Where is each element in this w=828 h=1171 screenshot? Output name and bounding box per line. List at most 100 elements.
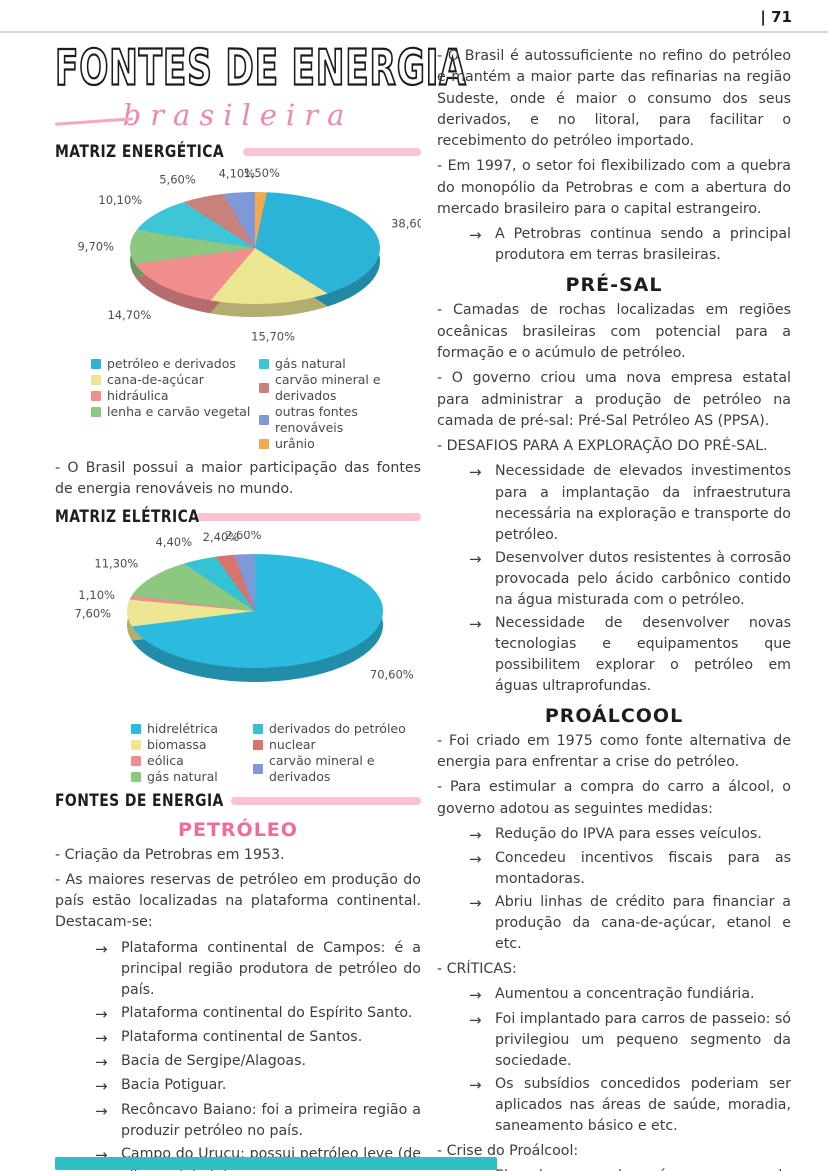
legend-label: eólica: [147, 752, 184, 768]
list-item-text: Plataforma continental de Santos.: [121, 1029, 363, 1046]
legend-label: outras fontes renováveis: [275, 404, 358, 435]
list-item: → Abriu linhas de crédito para financiar …: [469, 892, 791, 955]
list-item-text: Necessidade de desenvolver novas tecnolo…: [495, 614, 791, 694]
list-item-text: Necessidade de elevados investimentos pa…: [495, 463, 791, 543]
page-number: | 71: [760, 8, 792, 26]
page-subtitle: brasileira: [55, 96, 421, 136]
legend-label: gás natural: [147, 768, 218, 784]
arrow-icon: →: [469, 1010, 482, 1029]
legend-label: nuclear: [269, 736, 316, 752]
svg-text:70,60%: 70,60%: [370, 667, 414, 681]
list-item: → Aumentou a concentração fundiária.: [469, 984, 791, 1006]
list-item: → Recôncavo Baiano: foi a primeira região…: [95, 1100, 421, 1142]
legend-item: carvão mineral e derivados: [253, 753, 421, 785]
list-item-text: Bacia Potiguar.: [121, 1077, 227, 1094]
legend-item: hidrelétrica: [131, 721, 253, 737]
list-item-text: Os subsídios concedidos poderiam ser apl…: [495, 1075, 791, 1134]
arrow-icon: →: [469, 549, 482, 568]
svg-text:14,70%: 14,70%: [107, 308, 151, 322]
legend-item: cana-de-açúcar: [91, 372, 259, 388]
list-item-text: Redução do IPVA para esses veículos.: [495, 825, 762, 842]
section-heading-fontes-de-energia: FONTES DE ENERGIA: [55, 791, 421, 811]
legend-item: carvão mineral e derivados: [259, 372, 421, 404]
legend-item: derivados do petróleo: [253, 721, 421, 737]
list-item-text: Bacia de Sergipe/Alagoas.: [121, 1053, 307, 1070]
paragraph: - Camadas de rochas localizadas em regiõ…: [437, 302, 791, 361]
arrow-icon: →: [469, 463, 482, 482]
subsection-heading-presal: PRÉ-SAL: [565, 274, 663, 297]
legend-swatch: [131, 771, 141, 782]
svg-text:4,40%: 4,40%: [156, 535, 193, 549]
pie-chart-svg: 1,50% 38,60% 15,70% 14,70% 9,70% 10,10% 5,60% 4…: [77, 166, 421, 343]
legend-item: gás natural: [131, 769, 253, 785]
heading-underline-bar: [196, 512, 421, 521]
list-item: → Necessidade de elevados investimentos p…: [469, 461, 791, 545]
legend-item: outras fontes renováveis: [259, 404, 421, 436]
list-item: → Redução do IPVA para esses veículos.: [469, 824, 791, 846]
legend-label: petróleo e derivados: [107, 356, 236, 371]
legend-matriz-eletrica: hidrelétrica biomassa eólica gás natural…: [55, 721, 421, 785]
legend-label: cana-de-açúcar: [107, 372, 204, 387]
crise-label: - Crise do Proálcool:: [437, 1142, 579, 1159]
paragraph: - Em 1997, o setor foi flexibilizado com…: [437, 158, 791, 218]
legend-item: gás natural: [259, 356, 421, 372]
paragraph: - O Brasil é autossuficiente no refino d…: [437, 48, 791, 150]
arrow-icon: →: [469, 825, 482, 844]
svg-text:1,50%: 1,50%: [243, 166, 280, 180]
list-item-text: Concedeu incentivos fiscais para as mont…: [495, 850, 791, 888]
legend-swatch: [259, 359, 269, 369]
list-item: → Necessidade de desenvolver novas tecnol…: [469, 613, 791, 697]
arrow-icon: →: [95, 1004, 108, 1023]
list-item: → Concedeu incentivos fiscais para as mon…: [469, 848, 791, 890]
note-renewables: - O Brasil possui a maior participação d…: [55, 460, 421, 498]
paragraph: - Para estimular a compra do carro a álc…: [437, 779, 791, 817]
section-heading-text: MATRIZ ENERGÉTICA: [55, 142, 225, 162]
legend-label: derivados do petróleo: [269, 720, 406, 736]
svg-text:4,10%: 4,10%: [219, 167, 256, 181]
svg-text:2,40%: 2,40%: [203, 531, 240, 544]
list-item: → Plataforma continental do Espírito Sant…: [95, 1003, 421, 1025]
list-item-text: Aumentou a concentração fundiária.: [495, 986, 755, 1003]
legend-item: nuclear: [253, 737, 421, 753]
paragraph: - DESAFIOS PARA A EXPLORAÇÃO DO PRÉ-SAL.: [437, 438, 768, 455]
svg-text:1,10%: 1,10%: [78, 587, 115, 601]
legend-swatch: [253, 763, 263, 774]
section-heading-text: FONTES DE ENERGIA: [55, 790, 224, 811]
page-title: FONTES DE ENERGIA: [54, 39, 467, 97]
header-rule: [0, 31, 828, 33]
section-heading-text: MATRIZ ELÉTRICA: [55, 506, 200, 527]
svg-text:9,70%: 9,70%: [77, 240, 114, 254]
arrow-icon: →: [95, 1077, 108, 1096]
legend-swatch: [91, 375, 101, 385]
heading-underline-bar: [230, 796, 421, 805]
paragraph: - Criação da Petrobras em 1953.: [55, 846, 285, 863]
list-item: → Bacia de Sergipe/Alagoas.: [95, 1051, 421, 1073]
svg-text:5,60%: 5,60%: [159, 172, 196, 186]
legend-swatch: [91, 359, 101, 369]
arrow-icon: →: [469, 1075, 482, 1094]
legend-label: gás natural: [275, 356, 346, 371]
legend-swatch: [253, 723, 263, 734]
paragraph: - As maiores reservas de petróleo em pro…: [55, 871, 421, 931]
arrow-icon: →: [95, 1101, 108, 1120]
list-item: → Plataforma continental de Campos: é a p…: [95, 938, 421, 1001]
legend-label: carvão mineral e derivados: [275, 372, 381, 403]
legend-swatch: [91, 391, 101, 401]
left-column: FONTES DE ENERGIA brasileira MATRIZ ENER…: [54, 39, 467, 1171]
legend-label: carvão mineral e derivados: [269, 752, 375, 784]
legend-item: urânio: [259, 436, 421, 452]
legend-swatch: [131, 755, 141, 766]
svg-text:2,60%: 2,60%: [225, 531, 262, 542]
legend-swatch: [259, 383, 269, 393]
list-item-text: Recôncavo Baiano: foi a primeira região …: [121, 1101, 421, 1139]
svg-text:7,60%: 7,60%: [75, 606, 112, 620]
legend-swatch: [259, 415, 269, 425]
legend-item: lenha e carvão vegetal: [91, 404, 259, 420]
arrow-icon: →: [95, 939, 108, 958]
section-heading-matriz-eletrica: MATRIZ ELÉTRICA: [55, 507, 421, 527]
list-item: →Elevado preço do açúcar no mercado inte…: [469, 1166, 791, 1171]
arrow-icon: →: [469, 894, 482, 913]
legend-swatch: [259, 439, 269, 449]
legend-swatch: [91, 407, 101, 417]
criticas-label: - CRÍTICAS:: [437, 961, 517, 978]
